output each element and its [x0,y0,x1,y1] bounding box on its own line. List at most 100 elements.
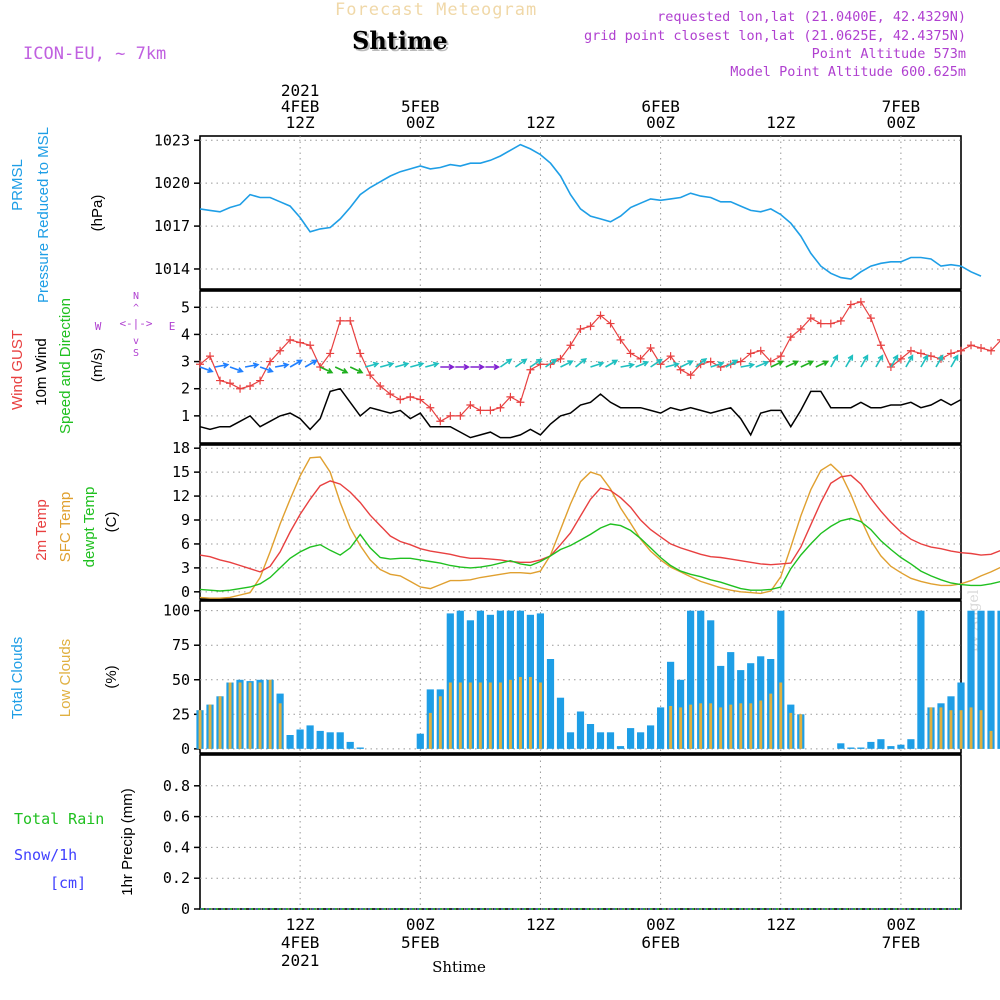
low-clouds-bar [208,704,212,749]
precip-unit: 1hr Precip (mm) [119,788,136,896]
gust-point-marker [826,319,835,328]
total-clouds-bar [887,746,895,749]
top-axis-label: 12Z [526,113,555,132]
low-clouds-bar [729,704,733,749]
low-clouds-bar [529,677,532,749]
gust-point-marker [957,346,965,355]
gust-point-marker [286,335,295,344]
station-title: Shtime [352,26,448,55]
panel-frame [199,444,962,600]
top-axis-label: 6FEB [641,97,680,116]
low-clouds-bar [228,682,232,749]
snow-unit-label: [cm] [50,874,86,892]
low-clouds-bar [949,710,953,749]
wind-direction-arrow [470,363,486,371]
wind-direction-arrow [875,354,884,368]
low-clouds-bar [939,707,943,749]
low-clouds-bar [468,682,472,749]
low-clouds-bar [989,730,993,749]
total-clouds-bar [286,735,294,749]
gust-point-marker [236,384,245,393]
gust-point-marker [666,352,675,361]
total-clouds-bar [897,744,905,749]
gust-point-marker [376,382,385,390]
total-clouds-bar [657,707,665,749]
panel-frame [199,754,962,910]
low-clouds-bar [448,682,452,749]
y-tick-label: 100 [163,602,190,620]
y-tick-label: 12 [172,487,190,505]
gust-point-marker [266,357,275,366]
low-clouds-bar [428,712,432,749]
wind-direction-arrow [635,360,650,368]
wind-direction-arrow [575,357,587,368]
total-clouds-bar [346,741,354,749]
y-tick-label: 6 [181,535,190,553]
low-clouds-bar [198,710,202,749]
low-clouds-bar [759,700,763,749]
total-clouds-bar [687,610,695,749]
y-tick-label: 0.8 [163,777,190,795]
gust-point-marker [226,379,235,388]
temp2m-series-line [199,474,1000,573]
low-clouds-bar [458,682,462,749]
gust-point-marker [946,349,955,358]
wind-direction-arrow [545,358,558,368]
y-tick-label: 0 [181,900,190,918]
wind-direction-arrow [605,359,619,368]
low-clouds-bar [749,703,753,749]
wind-direction-arrow [725,359,739,368]
gust-point-marker [566,341,575,350]
wind-direction-arrow [590,361,605,368]
low-clouds-bar [929,707,933,749]
low-clouds-bar [238,682,242,749]
gust-point-marker [997,339,1000,341]
bottom-axis-label: 12Z [766,915,795,934]
y-tick-label: 4 [181,325,190,343]
total-clouds-bar [336,732,344,749]
y-tick-label: 1023 [154,131,190,149]
total-clouds-bar [977,610,985,749]
low-clouds-bar [268,679,272,749]
requested-coords: requested lon,lat (21.0400E, 42.4329N) [657,9,966,25]
wind-direction-arrow [410,361,425,368]
gust-point-marker [686,371,695,380]
total-clouds-bar [416,733,424,749]
y-tick-label: 25 [172,705,190,723]
wind-direction-arrow [920,354,929,368]
wind-direction-arrow [710,361,725,368]
low-clouds-bar [799,714,803,749]
low-clouds-ylabel: Low Clouds [57,639,74,717]
y-tick-label: 75 [172,636,190,654]
top-axis-label: 00Z [406,113,435,132]
gust-point-marker [846,300,855,309]
y-tick-label: 1014 [154,260,190,278]
total-clouds-bar [967,610,975,749]
gust-point-marker [396,395,405,404]
low-clouds-bar [499,682,502,749]
top-axis-label: 4FEB [281,97,320,116]
total-clouds-bar [456,610,464,749]
temp-unit: (C) [103,512,120,533]
bottom-axis-label: 00Z [406,915,435,934]
y-tick-label: 1 [181,407,190,425]
wind-direction-arrow [770,360,785,368]
bottom-axis-label: 12Z [286,915,315,934]
total-clouds-bar [987,610,995,749]
wind-direction-arrow [274,362,290,369]
total-clouds-bar [627,728,635,749]
gust-point-marker [977,344,986,352]
gust-point-marker [987,346,996,355]
low-clouds-bar [769,693,773,749]
wind-direction-arrow [229,366,244,373]
wind-direction-arrow [755,360,770,368]
gust-point-marker [736,357,745,366]
wind-direction-arrow [529,358,543,368]
wind-direction-arrow [815,360,830,368]
gust-point-marker [466,401,475,409]
y-tick-label: 3 [181,353,190,371]
total-clouds-bar [486,614,494,749]
gust-point-marker [456,411,465,420]
gust-point-marker [506,392,515,401]
total-clouds-bar [997,610,1000,749]
